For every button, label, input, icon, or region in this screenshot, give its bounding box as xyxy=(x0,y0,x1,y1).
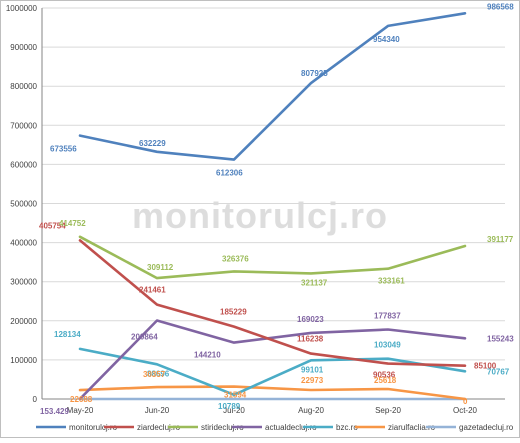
y-tick-label: 900000 xyxy=(10,43,37,52)
data-label: 241461 xyxy=(139,286,166,295)
data-label: 88696 xyxy=(147,369,170,378)
data-label: 200864 xyxy=(131,332,158,341)
y-tick-label: 300000 xyxy=(10,278,37,287)
data-label: 632229 xyxy=(139,139,166,148)
series-line-stiridecluj-ro xyxy=(78,235,467,280)
data-label: 116238 xyxy=(297,335,324,344)
data-label: 954340 xyxy=(373,35,400,44)
y-tick-label: 400000 xyxy=(10,239,37,248)
series-line-bzc-ro xyxy=(78,347,467,397)
x-tick-label: Sep-20 xyxy=(375,406,401,415)
y-tick-label: 500000 xyxy=(10,200,37,209)
data-label: 128134 xyxy=(54,330,81,339)
watermark: monitorulcj.ro xyxy=(132,195,388,236)
data-label: 30357 xyxy=(143,370,166,379)
data-label: 103049 xyxy=(374,341,401,350)
data-label: 807925 xyxy=(301,69,328,78)
data-label: 333161 xyxy=(378,277,405,286)
y-tick-label: 600000 xyxy=(10,160,37,169)
x-tick-label: Jun-20 xyxy=(145,406,170,415)
data-label: 391177 xyxy=(487,235,514,244)
data-label: 144210 xyxy=(194,351,221,360)
data-label: 90536 xyxy=(373,371,396,380)
y-tick-label: 200000 xyxy=(10,317,37,326)
legend-label: ziarulfaclia.ro xyxy=(388,423,436,432)
legend-label: stiridecluj.ro xyxy=(201,423,244,432)
y-tick-label: 0 xyxy=(33,395,38,404)
data-label: 414752 xyxy=(59,219,86,228)
data-label: 155243 xyxy=(487,334,514,343)
data-label: 153.429 xyxy=(40,407,69,416)
legend-label: gazetadecluj.ro xyxy=(459,423,514,432)
x-tick-label: Oct-20 xyxy=(453,406,478,415)
data-label: 321137 xyxy=(301,278,328,287)
series-line-actualdecluj-ro xyxy=(78,319,467,401)
series-line-ziarulfaclia-ro xyxy=(78,385,467,401)
series-lines xyxy=(78,12,467,401)
data-label: 612306 xyxy=(216,169,243,178)
data-label: 85100 xyxy=(474,362,497,371)
legend-label: monitorulcj.ro xyxy=(69,423,118,432)
legend-label: ziardecluj.ro xyxy=(137,423,181,432)
data-label: 22973 xyxy=(301,376,324,385)
data-label: 0 xyxy=(463,397,468,406)
y-tick-label: 800000 xyxy=(10,82,37,91)
y-tick-label: 700000 xyxy=(10,121,37,130)
data-label: 31594 xyxy=(224,391,247,400)
x-tick-label: Jul-20 xyxy=(223,406,245,415)
series-line-ziardecluj-ro xyxy=(78,239,467,368)
data-label: 673556 xyxy=(50,145,77,154)
y-tick-label: 100000 xyxy=(10,356,37,365)
data-label: 986568 xyxy=(487,2,514,11)
data-labels: 673556 632229 612306 807925 954340 986568 4057… xyxy=(39,2,514,416)
x-tick-label: Aug-20 xyxy=(298,406,324,415)
data-label: 326376 xyxy=(222,254,249,263)
legend: monitorulcj.ro ziardecluj.ro stiridecluj.r… xyxy=(36,423,514,432)
legend-label: bzc.ro xyxy=(336,423,358,432)
data-label: 25618 xyxy=(374,376,397,385)
data-label: 70767 xyxy=(487,367,510,376)
data-label: 10789 xyxy=(218,402,241,411)
data-label: 309112 xyxy=(147,263,174,272)
data-label: 99101 xyxy=(301,365,324,374)
series-line-monitorulcj-ro xyxy=(78,12,467,161)
legend-label: actualdecluj.ro xyxy=(265,423,317,432)
data-label: 405754 xyxy=(39,221,66,230)
data-label: 177837 xyxy=(374,311,401,320)
y-tick-label: 1000000 xyxy=(6,4,38,13)
data-label: 169023 xyxy=(297,315,324,324)
x-tick-label: May-20 xyxy=(67,406,94,415)
data-label: 22688 xyxy=(70,395,93,404)
data-label: 185229 xyxy=(220,308,247,317)
